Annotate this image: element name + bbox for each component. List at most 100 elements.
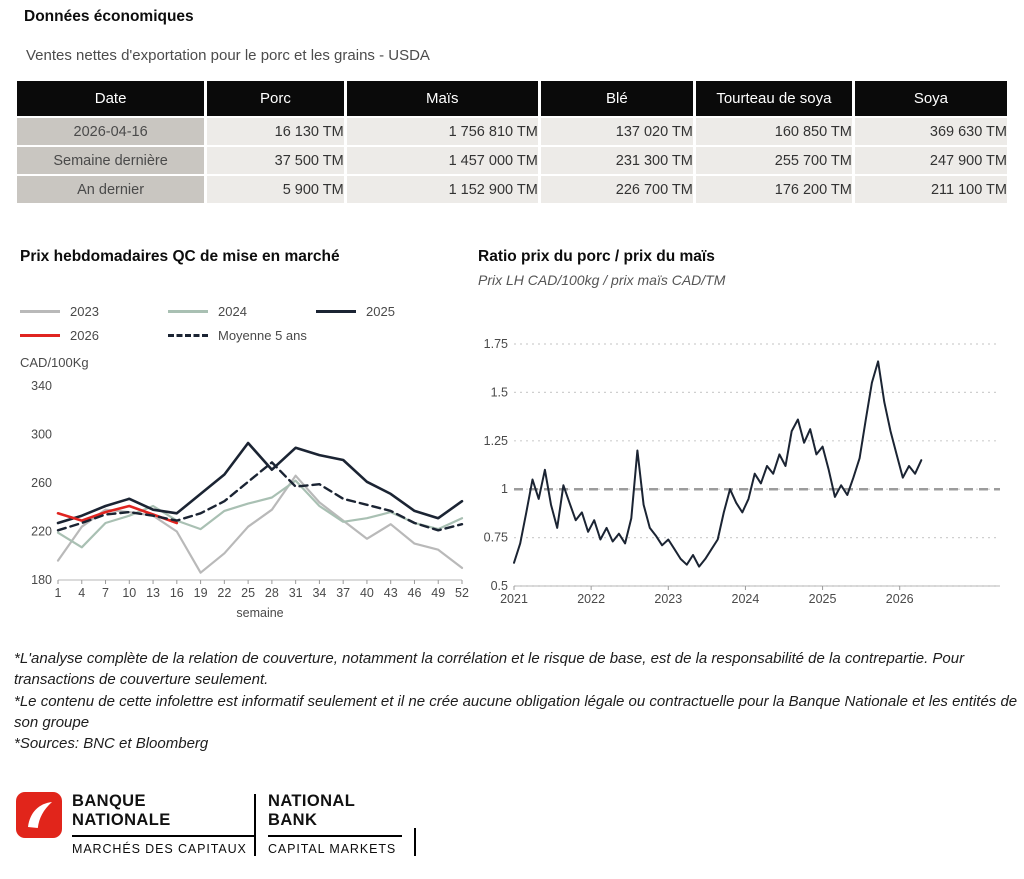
col-header-porc: Porc xyxy=(207,81,344,116)
svg-text:0.5: 0.5 xyxy=(491,579,508,593)
cell-ble: 231 300 TM xyxy=(540,147,693,174)
cell-tourteau: 255 700 TM xyxy=(695,147,852,174)
footnote: *Sources: BNC et Bloomberg xyxy=(14,735,209,753)
svg-text:25: 25 xyxy=(241,586,255,600)
cell-tourteau: 176 200 TM xyxy=(695,176,852,203)
svg-text:28: 28 xyxy=(265,586,279,600)
legend-line-sample xyxy=(168,334,208,337)
col-header-mais: Maïs xyxy=(346,81,538,116)
y-axis-unit-label: CAD/100Kg xyxy=(20,355,89,370)
svg-text:40: 40 xyxy=(360,586,374,600)
svg-text:180: 180 xyxy=(31,573,52,587)
svg-text:300: 300 xyxy=(31,428,52,442)
chart-title: Ratio prix du porc / prix du maïs xyxy=(478,248,715,265)
cell-porc: 16 130 TM xyxy=(207,118,344,145)
logo-divider xyxy=(254,794,256,856)
svg-text:2022: 2022 xyxy=(577,592,605,606)
brand-fr: BANQUE NATIONALE MARCHÉS DES CAPITAUX xyxy=(72,792,254,856)
brand-fr-name: BANQUE NATIONALE xyxy=(72,792,254,837)
svg-text:7: 7 xyxy=(102,586,109,600)
table-row: 2026-04-16 16 130 TM 1 756 810 TM 137 02… xyxy=(17,118,1007,145)
svg-text:31: 31 xyxy=(289,586,303,600)
footnote: *Le contenu de cette infolettre est info… xyxy=(14,692,1018,731)
legend-label: 2023 xyxy=(70,304,99,319)
svg-text:10: 10 xyxy=(122,586,136,600)
legend-line-sample xyxy=(316,310,356,313)
export-sales-table: Date Porc Maïs Blé Tourteau de soya Soya… xyxy=(14,79,1010,205)
cell-mais: 1 457 000 TM xyxy=(346,147,538,174)
svg-text:4: 4 xyxy=(78,586,85,600)
col-header-soya: Soya xyxy=(854,81,1007,116)
brand-en-subline: CAPITAL MARKETS xyxy=(268,841,397,856)
svg-text:2024: 2024 xyxy=(732,592,760,606)
svg-text:1.5: 1.5 xyxy=(491,385,508,399)
svg-text:340: 340 xyxy=(31,379,52,393)
svg-text:1.75: 1.75 xyxy=(484,337,508,351)
svg-text:semaine: semaine xyxy=(236,606,283,620)
svg-text:2021: 2021 xyxy=(500,592,528,606)
cell-porc: 37 500 TM xyxy=(207,147,344,174)
col-header-date: Date xyxy=(17,81,205,116)
legend-label: 2026 xyxy=(70,328,99,343)
row-label: Semaine dernière xyxy=(17,147,205,174)
svg-text:37: 37 xyxy=(336,586,350,600)
legend-item-moyenne: Moyenne 5 ans xyxy=(168,328,316,343)
svg-text:13: 13 xyxy=(146,586,160,600)
cell-porc: 5 900 TM xyxy=(207,176,344,203)
svg-text:1: 1 xyxy=(501,482,508,496)
svg-text:19: 19 xyxy=(194,586,208,600)
svg-text:43: 43 xyxy=(384,586,398,600)
page-title: Données économiques xyxy=(24,8,194,25)
table-caption: Ventes nettes d'exportation pour le porc… xyxy=(26,47,430,64)
cell-ble: 137 020 TM xyxy=(540,118,693,145)
legend-row: 2026 Moyenne 5 ans xyxy=(20,328,472,343)
footnote: *L'analyse complète de la relation de co… xyxy=(14,650,965,689)
legend-line-sample xyxy=(168,310,208,313)
nbc-logo-icon xyxy=(16,792,62,838)
brand-en-name: NATIONAL BANK xyxy=(268,792,402,837)
legend-label: 2024 xyxy=(218,304,247,319)
svg-text:2023: 2023 xyxy=(654,592,682,606)
bank-logo: BANQUE NATIONALE MARCHÉS DES CAPITAUX NA… xyxy=(16,792,416,856)
row-label: 2026-04-16 xyxy=(17,118,205,145)
legend-row: 2023 2024 2025 xyxy=(20,304,472,319)
svg-text:49: 49 xyxy=(431,586,445,600)
legend-label: Moyenne 5 ans xyxy=(218,328,307,343)
cell-soya: 369 630 TM xyxy=(854,118,1007,145)
svg-text:2026: 2026 xyxy=(886,592,914,606)
brand-fr-subline: MARCHÉS DES CAPITAUX xyxy=(72,841,247,856)
table-row: An dernier 5 900 TM 1 152 900 TM 226 700… xyxy=(17,176,1007,203)
table-header-row: Date Porc Maïs Blé Tourteau de soya Soya xyxy=(17,81,1007,116)
cell-ble: 226 700 TM xyxy=(540,176,693,203)
cell-tourteau: 160 850 TM xyxy=(695,118,852,145)
svg-text:260: 260 xyxy=(31,476,52,490)
svg-text:1.25: 1.25 xyxy=(484,434,508,448)
legend-line-sample xyxy=(20,310,60,313)
legend-item-2026: 2026 xyxy=(20,328,168,343)
chart-subtitle: Prix LH CAD/100kg / prix maïs CAD/TM xyxy=(478,272,726,288)
table-row: Semaine dernière 37 500 TM 1 457 000 TM … xyxy=(17,147,1007,174)
svg-text:16: 16 xyxy=(170,586,184,600)
col-header-ble: Blé xyxy=(540,81,693,116)
weekly-price-chart: Prix hebdomadaires QC de mise en marché … xyxy=(20,248,472,622)
chart-title: Prix hebdomadaires QC de mise en marché xyxy=(20,248,340,265)
weekly-price-plot: 1 4 7 10 13 16 19 22 25 28 31 34 37 40 43 46 49 52 180 220 2… xyxy=(31,379,469,620)
svg-text:1: 1 xyxy=(55,586,62,600)
svg-text:2025: 2025 xyxy=(809,592,837,606)
svg-text:22: 22 xyxy=(217,586,231,600)
col-header-tourteau: Tourteau de soya xyxy=(695,81,852,116)
legend-item-2023: 2023 xyxy=(20,304,168,319)
hog-corn-ratio-plot: 2021 2022 2023 2024 2025 2026 0.5 0.75 1 1.25 1.5 1… xyxy=(484,337,1000,606)
legend-label: 2025 xyxy=(366,304,395,319)
svg-text:34: 34 xyxy=(312,586,326,600)
svg-text:52: 52 xyxy=(455,586,469,600)
hog-corn-ratio-chart: Ratio prix du porc / prix du maïs Prix L… xyxy=(478,248,1018,616)
cell-soya: 247 900 TM xyxy=(854,147,1007,174)
svg-text:220: 220 xyxy=(31,525,52,539)
chart-legend: 2023 2024 2025 2026 Moyenne 5 xyxy=(20,304,472,343)
cell-mais: 1 152 900 TM xyxy=(346,176,538,203)
brand-en: NATIONAL BANK CAPITAL MARKETS xyxy=(268,792,402,856)
svg-text:46: 46 xyxy=(408,586,422,600)
legend-item-2025: 2025 xyxy=(316,304,464,319)
